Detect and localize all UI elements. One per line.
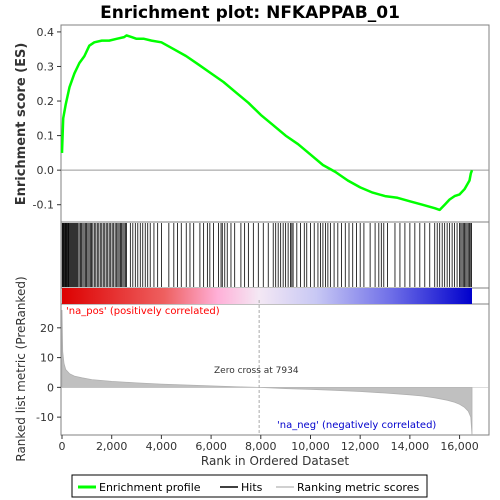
hits-panel [60, 221, 490, 289]
x-tick-label: 14,000 [391, 440, 430, 453]
metric-y-axis-title: Ranked list metric (PreRanked) [14, 276, 28, 461]
x-tick-label: 2,000 [96, 440, 128, 453]
neg-correlated-label: 'na_neg' (negatively correlated) [277, 420, 436, 431]
legend-metric-label: Ranking metric scores [297, 481, 419, 494]
x-tick-label: 4,000 [146, 440, 178, 453]
zero-cross-label: Zero cross at 7934 [214, 366, 299, 376]
es-y-tick-label: 0.2 [37, 95, 55, 108]
metric-y-tick-label: 20 [40, 322, 54, 335]
metric-y-tick-label: -10 [36, 411, 54, 424]
es-y-axis-title: Enrichment score (ES) [14, 43, 29, 206]
es-y-tick-label: 0.3 [37, 60, 55, 73]
legend-enrichment-label: Enrichment profile [99, 481, 201, 494]
x-tick-label: 8,000 [245, 440, 277, 453]
es-y-tick-label: 0.4 [37, 26, 55, 39]
pos-correlated-label: 'na_pos' (positively correlated) [66, 306, 220, 317]
metric-y-tick-label: 10 [40, 352, 54, 365]
x-tick-label: 12,000 [341, 440, 380, 453]
x-tick-label: 6,000 [195, 440, 227, 453]
es-y-tick-label: 0.0 [37, 164, 55, 177]
x-axis-title: Rank in Ordered Dataset [201, 454, 349, 468]
es-y-tick-label: -0.1 [33, 199, 54, 212]
chart-title: Enrichment plot: NFKAPPAB_01 [100, 3, 400, 23]
rank-color-bar [62, 288, 472, 304]
legend-hits-label: Hits [241, 481, 263, 494]
enrichment-profile-line [60, 34, 474, 212]
x-tick-label: 10,000 [291, 440, 330, 453]
legend-box [71, 474, 428, 498]
x-tick-label: 0 [59, 440, 66, 453]
metric-y-tick-label: 0 [47, 381, 54, 394]
ranking-metric-area [61, 309, 473, 436]
x-tick-label: 16,000 [440, 440, 479, 453]
es-y-tick-label: 0.1 [37, 130, 55, 143]
es-panel [60, 24, 490, 223]
